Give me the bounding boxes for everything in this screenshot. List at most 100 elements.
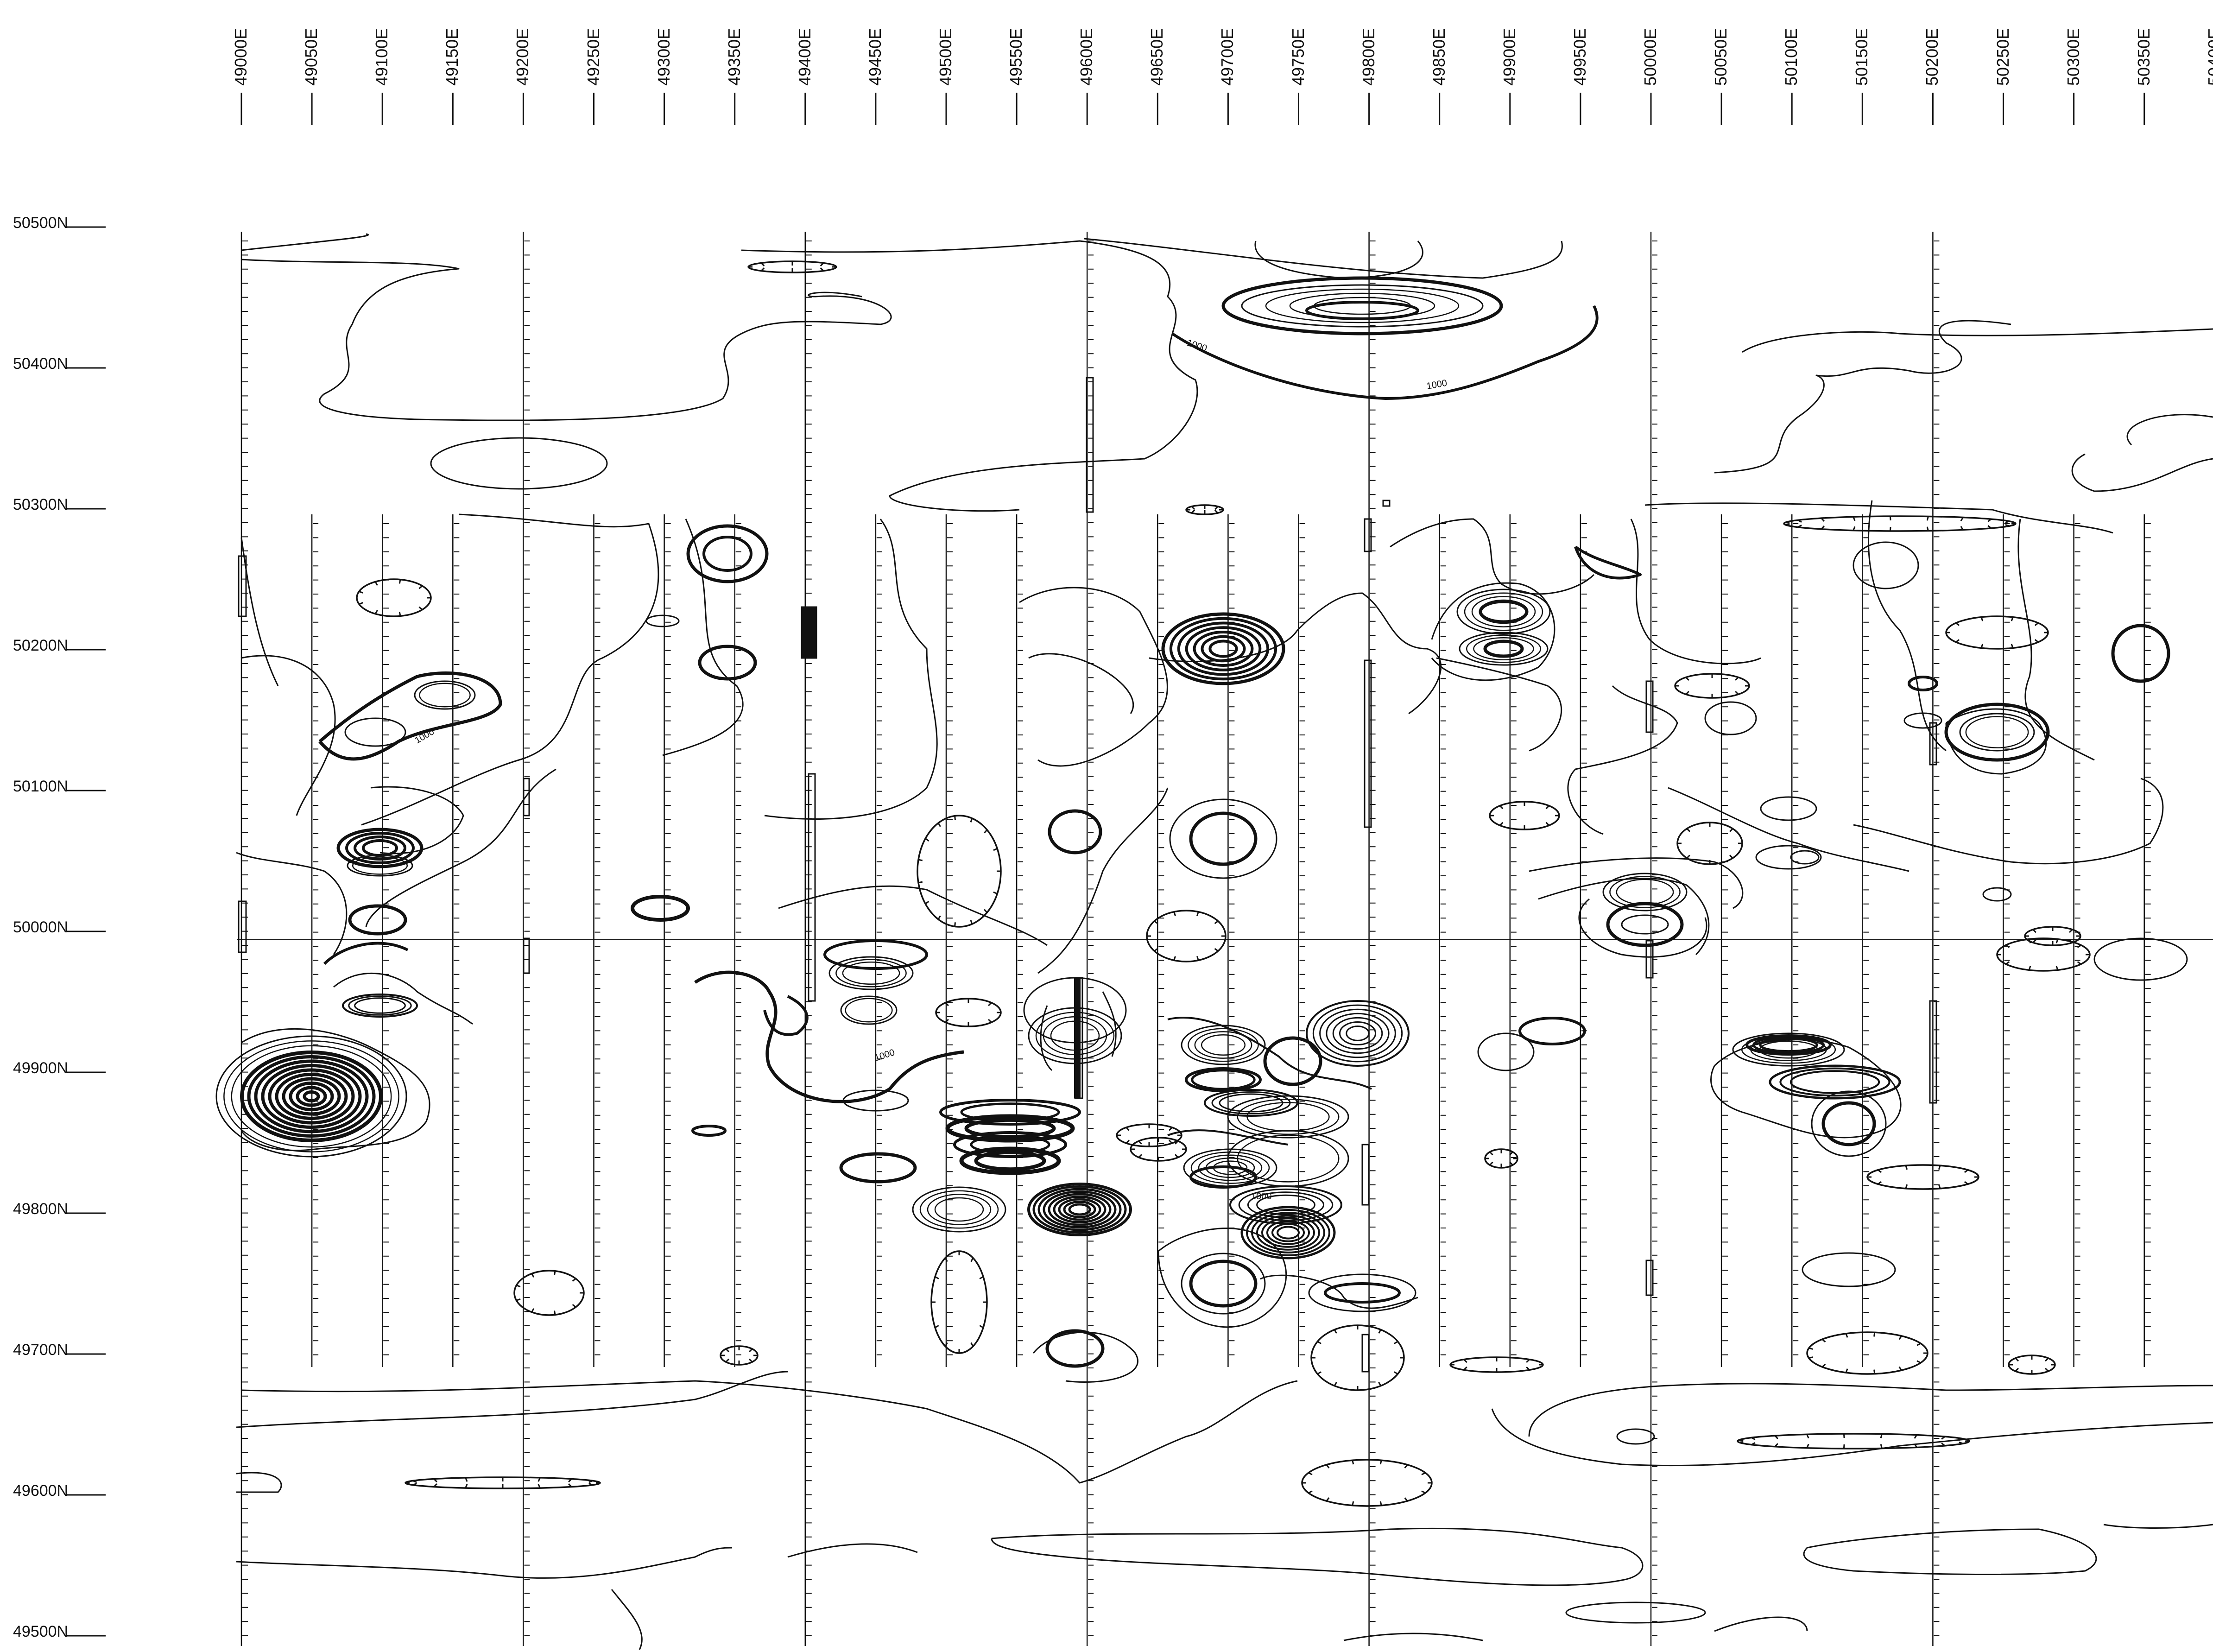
- contour-ring: [2111, 624, 2170, 683]
- contour-ring: [1745, 1034, 1832, 1056]
- contour-line: [1742, 328, 2213, 353]
- depression-contour: [917, 815, 1002, 928]
- contour-line: [741, 240, 1198, 512]
- station-ticks: [876, 523, 882, 1355]
- hachure-ticks: [516, 1271, 584, 1315]
- contour-ring: [823, 939, 928, 970]
- station-ticks: [1652, 241, 1657, 1636]
- contour-line: [1945, 708, 2047, 775]
- hachure-ticks: [936, 999, 1001, 1026]
- contour-line: [333, 972, 473, 1025]
- contour-line: [1390, 518, 1595, 595]
- station-ticks: [242, 241, 248, 1636]
- hachure-ticks: [748, 261, 836, 272]
- hachure-ticks: [1867, 1165, 1979, 1189]
- contour-ring: [1189, 1165, 1257, 1189]
- contour-line: [1171, 305, 1599, 400]
- contour-line: [1668, 787, 1910, 872]
- contour-line: [1260, 1274, 1418, 1309]
- hachure-ticks: [1946, 617, 2048, 648]
- anomaly-peak: [1346, 1025, 1370, 1041]
- anomaly-bar: [1645, 680, 1654, 733]
- northing-label: 49600N: [13, 1482, 69, 1500]
- contour-line: [611, 1589, 643, 1650]
- hachure-ticks: [2025, 927, 2080, 945]
- hachure-ticks: [1147, 911, 1226, 961]
- contour-line: [1803, 1528, 2097, 1575]
- anomaly-bars: [238, 377, 1937, 1373]
- contour-ring: [1965, 716, 2029, 748]
- anomaly-bar: [808, 773, 816, 1002]
- contour-ring: [430, 437, 608, 490]
- easting-label: 50000E: [1641, 28, 1660, 86]
- station-ticks: [1511, 523, 1517, 1355]
- anomaly-bar: [1645, 1260, 1654, 1296]
- contour-ring: [1903, 712, 1942, 729]
- station-ticks: [735, 523, 741, 1355]
- station-ticks: [383, 523, 389, 1355]
- contour-line: [1019, 587, 1168, 767]
- anomaly-peak: [1193, 631, 1254, 667]
- contour-ring: [348, 904, 407, 936]
- contour-ring: [919, 1190, 999, 1229]
- contour-line: [1254, 241, 1423, 279]
- contour-ring: [842, 1089, 909, 1112]
- contour-line: [236, 852, 348, 955]
- contour-ring: [1189, 1260, 1258, 1308]
- anomaly-peak: [1277, 1226, 1300, 1240]
- contour-ring: [1456, 589, 1551, 635]
- hachure-ticks: [1677, 823, 1742, 864]
- contour-ring: [912, 1186, 1006, 1233]
- hachure-ticks: [918, 816, 1001, 927]
- northing-label: 49800N: [13, 1200, 69, 1218]
- contour-ring: [1853, 541, 1919, 589]
- contour-line: [1714, 1616, 1808, 1632]
- depression-contour: [1996, 937, 2091, 972]
- station-ticks: [1793, 523, 1799, 1355]
- station-ticks: [1088, 241, 1094, 1636]
- hachure-ticks: [1485, 1149, 1517, 1168]
- anomaly-peak: [1043, 1190, 1117, 1228]
- station-ticks: [594, 523, 601, 1355]
- anomaly-peak: [1256, 1215, 1320, 1251]
- anomaly-bar: [1361, 1144, 1370, 1206]
- hachure-ticks: [405, 1477, 600, 1488]
- station-ticks: [1581, 523, 1587, 1355]
- contour-value-labels: 1000 1000 1000 1000 1000: [413, 338, 1448, 1202]
- contour-ring: [1471, 596, 1536, 627]
- contour-line: [1040, 991, 1117, 1071]
- contour-ring: [344, 717, 406, 747]
- contour-value-label: 1000: [873, 1047, 896, 1063]
- easting-label: 49300E: [654, 28, 673, 86]
- contour-ring: [1227, 1095, 1349, 1139]
- contour-line: [1710, 1039, 1902, 1139]
- contour-line: [1528, 1383, 2213, 1437]
- anomaly-peak: [1068, 1203, 1091, 1216]
- station-ticks: [1440, 523, 1446, 1355]
- contour-ring: [1466, 634, 1542, 663]
- contour-line: [365, 768, 556, 927]
- contour-line: [991, 1527, 1644, 1586]
- hachure-ticks: [1808, 1332, 1928, 1374]
- easting-label: 49350E: [724, 28, 744, 86]
- easting-label: 49200E: [513, 28, 532, 86]
- contour-ring: [691, 1125, 727, 1137]
- hachure-ticks: [1739, 1433, 1969, 1449]
- contour-ring: [1755, 845, 1822, 870]
- contour-ring: [1191, 1069, 1256, 1090]
- station-ticks: [454, 523, 460, 1355]
- hachure-ticks: [1302, 1460, 1432, 1506]
- anomaly-peak: [1048, 1193, 1112, 1226]
- station-ticks: [2074, 523, 2080, 1355]
- contour-line: [763, 995, 809, 1036]
- contour-ring: [845, 998, 893, 1023]
- anomaly-peak: [1246, 1209, 1330, 1256]
- anomaly-bar: [1364, 659, 1372, 828]
- contour-ring: [1477, 1032, 1535, 1071]
- northing-label: 50200N: [13, 637, 69, 654]
- contour-ring: [835, 959, 907, 987]
- anomaly-peak: [1169, 617, 1277, 681]
- anomaly-peak: [1053, 1196, 1106, 1223]
- contour-ring: [1616, 1428, 1655, 1445]
- anomaly-peak: [1266, 1220, 1310, 1245]
